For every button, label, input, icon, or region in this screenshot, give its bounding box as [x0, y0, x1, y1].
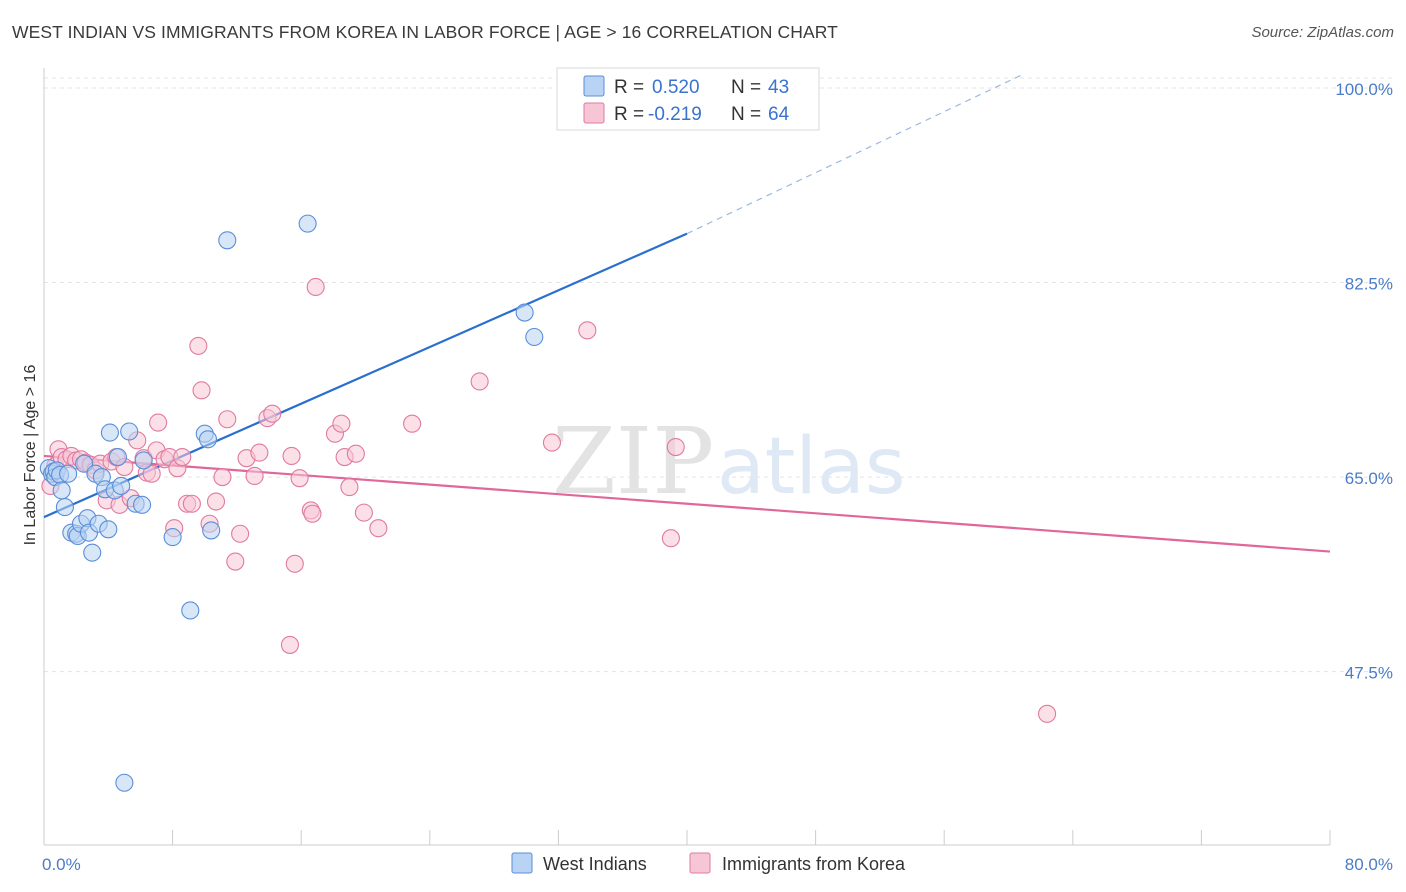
series-legend-swatch-korea	[689, 852, 711, 874]
korea-point-60	[542, 433, 562, 452]
west-indian-point-21	[99, 520, 118, 539]
legend-r-value-2: -0.219	[648, 104, 702, 125]
west-indian-point-37	[298, 214, 317, 233]
korea-point-23	[149, 413, 168, 432]
legend-r-value-1: 0.520	[652, 77, 700, 98]
korea-point-21	[142, 464, 161, 483]
legend-n-label-1: N =	[731, 77, 761, 98]
west-indian-point-39	[525, 327, 544, 347]
west-indian-point-8	[59, 464, 78, 483]
chart-title: WEST INDIAN VS IMMIGRANTS FROM KOREA IN …	[12, 22, 838, 42]
series-west-indians	[39, 214, 544, 792]
korea-point-46	[285, 554, 304, 573]
korea-point-50	[306, 277, 325, 297]
korea-point-49	[303, 504, 322, 523]
west-indian-point-6	[52, 481, 71, 500]
korea-point-52	[332, 414, 351, 433]
korea-point-45	[282, 446, 301, 465]
korea-point-64	[1038, 704, 1057, 723]
watermark: ZIP atlas	[552, 408, 906, 515]
source-credit: Source: ZipAtlas.com	[1251, 24, 1394, 41]
series-legend-swatch-west-indians	[511, 852, 533, 874]
trend-line-west-indians-extension	[686, 73, 1025, 235]
legend-r-label-1: R =	[614, 77, 644, 98]
korea-point-43	[263, 404, 282, 423]
legend-r-label-2: R =	[614, 104, 644, 125]
west-indian-point-16	[83, 543, 102, 562]
west-indian-point-29	[133, 495, 152, 514]
west-indian-point-34	[198, 430, 218, 449]
legend: R = 0.520 N = 43 R = -0.219 N = 64	[556, 67, 820, 131]
series-legend: West Indians Immigrants from Korea	[511, 852, 906, 874]
y-tick-label-0: 47.5%	[1345, 664, 1393, 683]
korea-point-44	[280, 635, 299, 654]
west-indian-point-26	[115, 773, 134, 792]
korea-point-61	[578, 321, 597, 340]
west-indian-point-27	[120, 422, 139, 441]
legend-n-value-2: 64	[768, 104, 790, 125]
legend-swatch-blue	[583, 75, 605, 97]
series-legend-west-indians: West Indians	[543, 854, 647, 874]
west-indian-point-38	[515, 303, 534, 322]
legend-n-label-2: N =	[731, 104, 761, 125]
korea-point-41	[250, 443, 269, 462]
grid-lines	[44, 77, 1392, 673]
korea-point-36	[218, 410, 237, 429]
y-tick-label-1: 65.0%	[1345, 469, 1393, 488]
korea-point-58	[403, 414, 422, 433]
korea-point-59	[470, 372, 489, 391]
korea-point-57	[369, 519, 388, 538]
korea-point-63	[661, 529, 680, 548]
west-indian-point-31	[163, 528, 182, 547]
y-tick-label-2: 82.5%	[1345, 275, 1393, 294]
korea-point-37	[226, 552, 245, 571]
west-indian-point-36	[218, 231, 237, 250]
korea-point-40	[245, 466, 264, 486]
korea-point-31	[189, 336, 208, 355]
west-indian-point-32	[181, 601, 200, 620]
x-tick-label-1: 80.0%	[1345, 855, 1393, 874]
korea-point-54	[340, 478, 359, 497]
korea-point-47	[290, 469, 309, 488]
west-indian-point-22	[100, 423, 119, 442]
series-legend-immigrants-from-korea: Immigrants from Korea	[722, 854, 906, 874]
west-indian-point-30	[134, 451, 153, 470]
west-indian-point-13	[75, 454, 94, 473]
watermark-zip: ZIP	[552, 408, 714, 515]
legend-swatch-pink	[583, 102, 605, 124]
tick-labels: 47.5% 65.0% 82.5% 100.0% 0.0% 80.0%	[42, 80, 1393, 874]
y-axis-label: In Labor Force | Age > 16	[22, 365, 39, 546]
x-tick-label-0: 0.0%	[42, 855, 81, 874]
west-indian-point-35	[202, 521, 221, 540]
west-indian-point-7	[55, 498, 74, 517]
series-immigrants-from-korea	[41, 277, 1057, 723]
west-indian-point-25	[112, 476, 131, 496]
korea-point-32	[192, 381, 211, 400]
korea-point-55	[346, 444, 365, 463]
korea-point-30	[182, 494, 201, 513]
legend-n-value-1: 43	[768, 77, 789, 98]
y-tick-label-3: 100.0%	[1335, 80, 1393, 99]
korea-point-28	[173, 448, 192, 467]
korea-point-34	[206, 492, 226, 511]
west-indian-point-24	[108, 448, 127, 467]
korea-point-56	[354, 503, 373, 522]
watermark-atlas: atlas	[717, 422, 906, 512]
korea-point-62	[666, 438, 685, 457]
korea-point-38	[231, 524, 250, 543]
korea-point-35	[213, 468, 232, 487]
